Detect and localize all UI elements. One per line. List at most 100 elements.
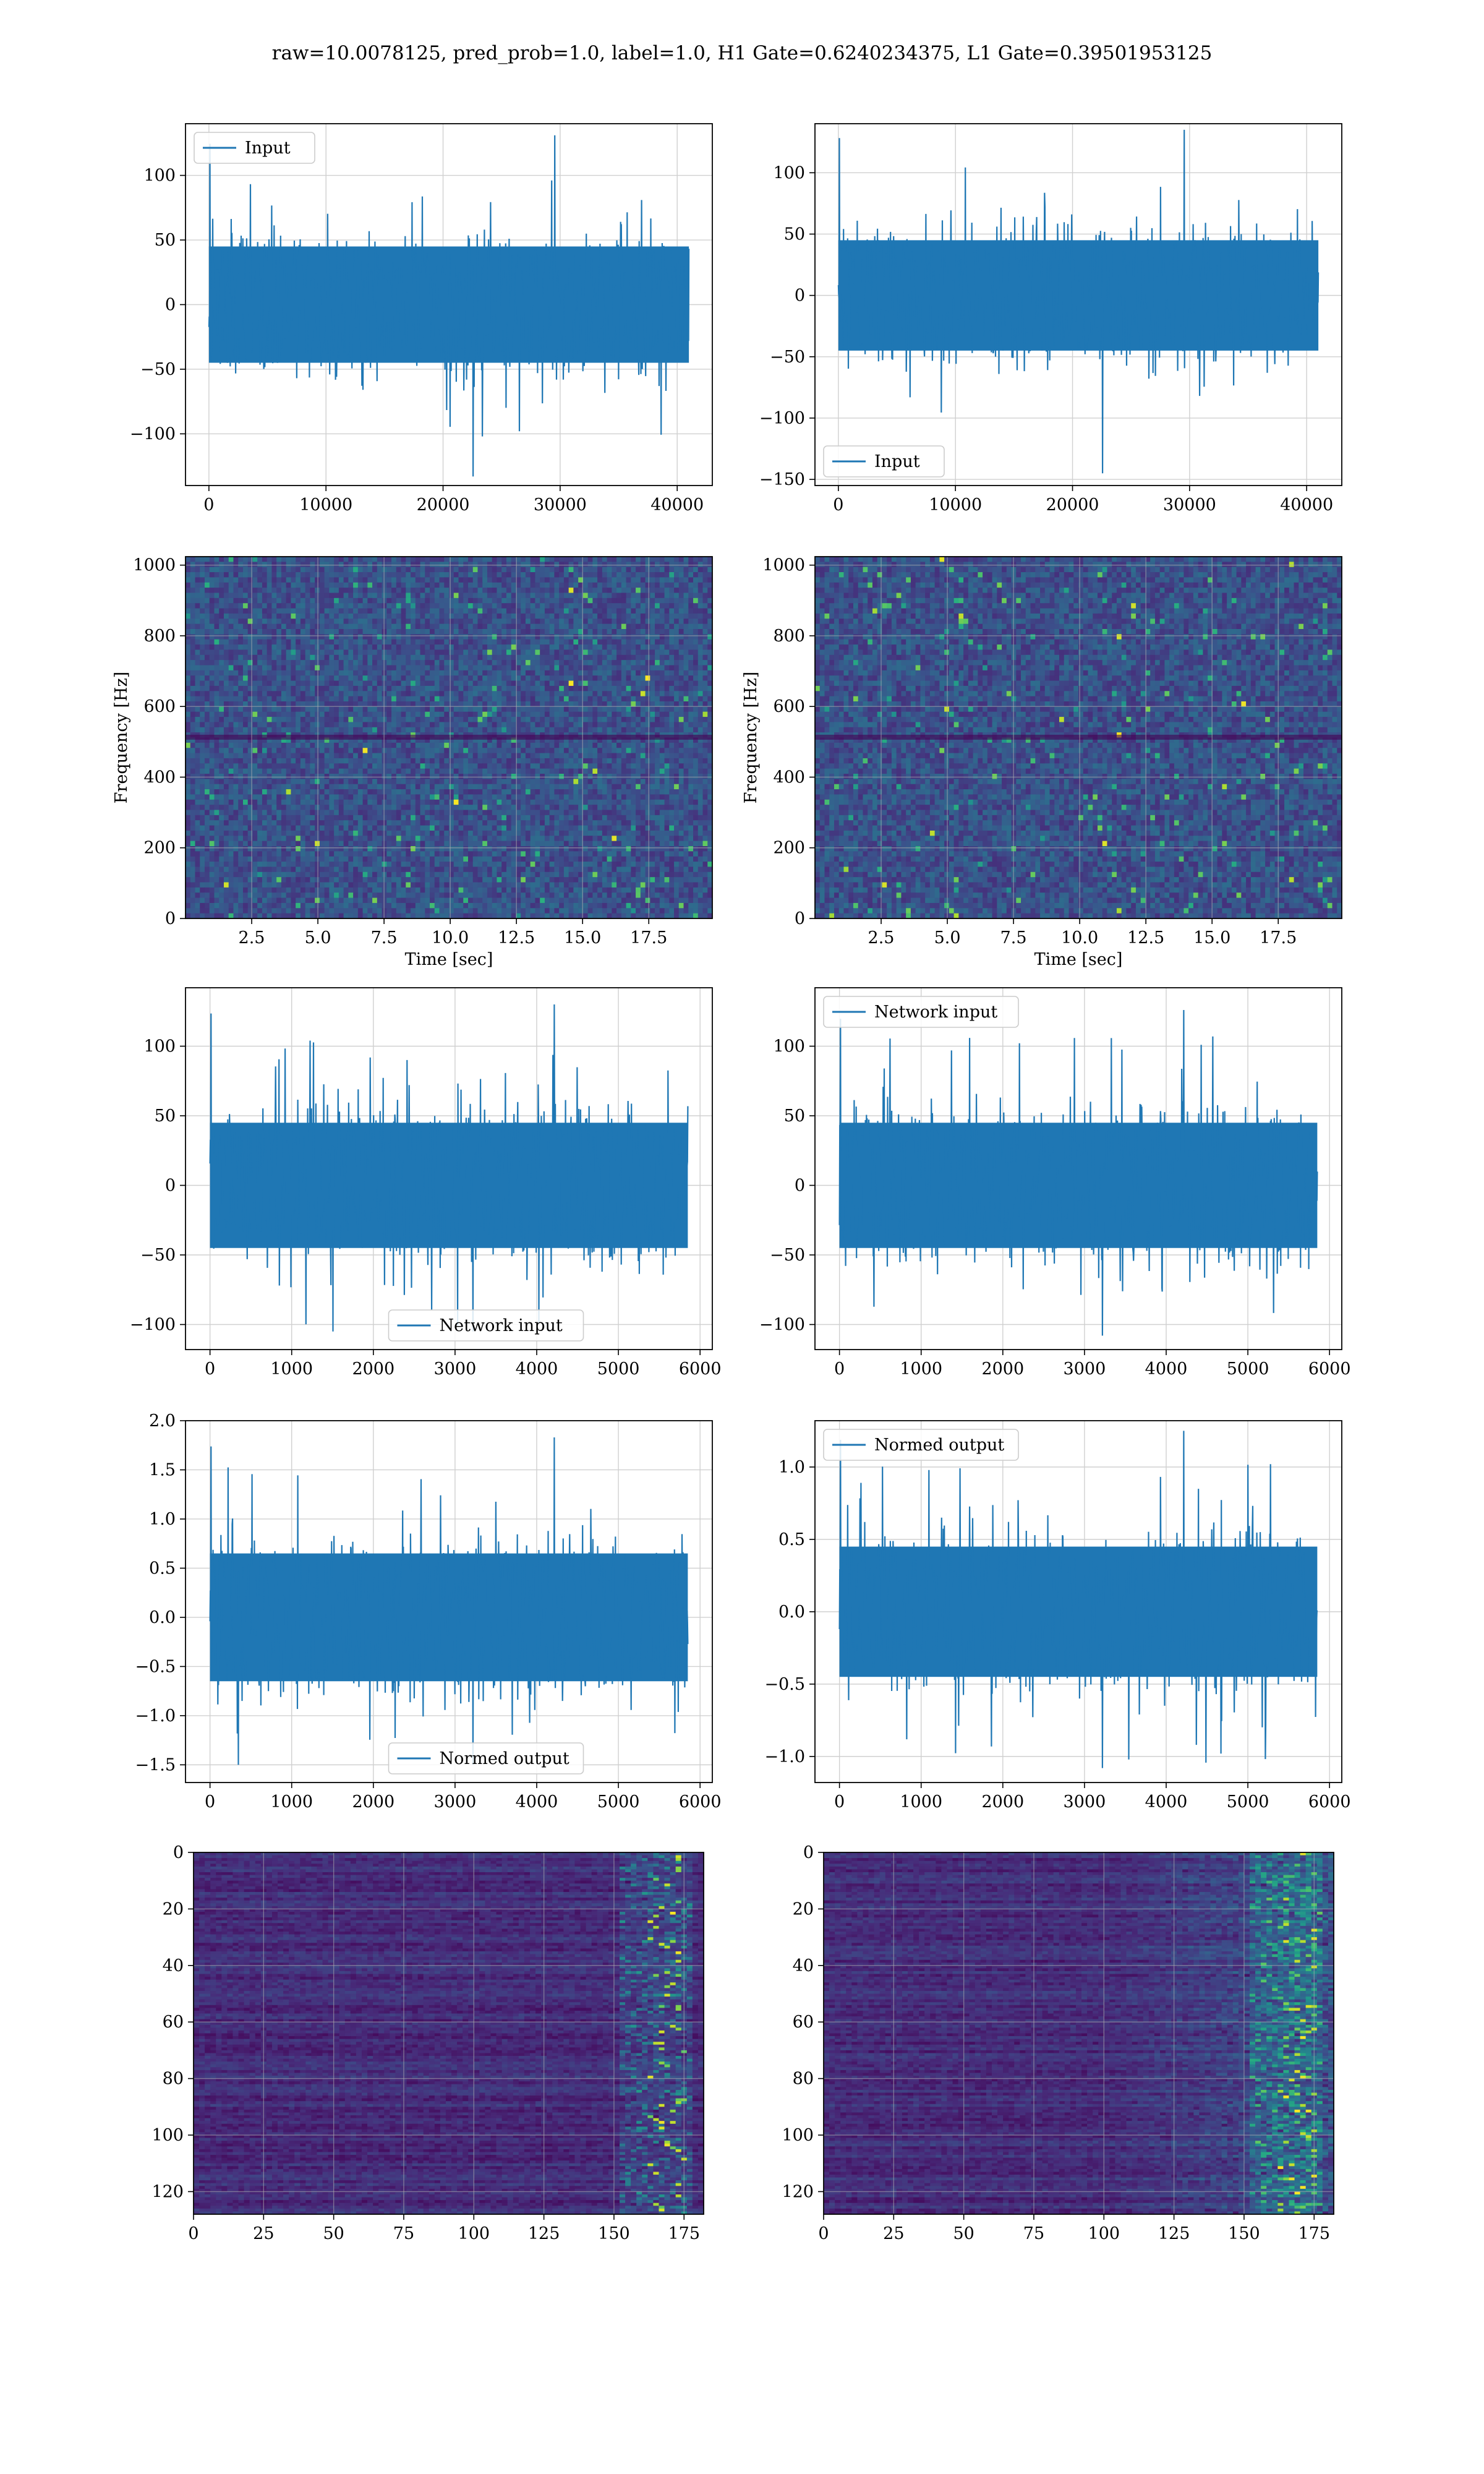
spectrogram-cell — [444, 680, 450, 687]
spectrogram-cell — [492, 758, 498, 764]
figure-title: raw=10.0078125, pred_prob=1.0, label=1.0… — [0, 42, 1484, 64]
spectrogram-cell — [406, 613, 411, 619]
spectrogram-cell — [276, 629, 282, 635]
spectrogram-cell — [697, 654, 704, 661]
spectrogram-cell — [324, 779, 330, 785]
spectrogram-cell — [291, 593, 296, 599]
spectrogram-cell — [549, 597, 555, 604]
spectrogram-cell — [276, 603, 282, 609]
spectrogram-cell — [271, 753, 277, 759]
spectrogram-cell — [592, 717, 598, 723]
spectrogram-cell — [200, 706, 205, 713]
spectrogram-cell — [463, 654, 469, 661]
spectrogram-cell — [228, 784, 234, 790]
spectrogram-cell — [425, 639, 430, 645]
spectrogram-cell — [683, 634, 689, 640]
spectrogram-cell — [612, 737, 617, 743]
spectrogram-cell — [592, 711, 598, 717]
spectrogram-cell — [697, 618, 704, 625]
spectrogram-cell — [453, 758, 459, 764]
spectrogram-cell — [602, 685, 608, 691]
spectrogram-cell — [707, 753, 712, 759]
spectrogram-cell — [678, 660, 684, 666]
spectrogram-cell — [242, 727, 249, 733]
spectrogram-cell — [357, 717, 364, 723]
spectrogram-cell — [501, 654, 507, 661]
spectrogram-cell — [396, 639, 402, 645]
spectrogram-cell — [506, 582, 512, 588]
spectrogram-cell — [434, 634, 440, 640]
spectrogram-cell — [434, 691, 440, 697]
spectrogram-cell — [616, 582, 622, 588]
spectrogram-cell — [209, 727, 215, 733]
spectrogram-cell — [563, 779, 569, 785]
spectrogram-cell — [568, 593, 574, 599]
spectrogram-cell — [357, 654, 364, 661]
spectrogram-cell — [190, 711, 196, 717]
spectrogram-cell — [420, 685, 425, 691]
spectrogram-cell — [214, 603, 220, 609]
spectrogram-cell — [357, 597, 364, 604]
spectrogram-cell — [506, 577, 512, 583]
spectrogram-cell — [568, 567, 574, 573]
spectrogram-cell — [521, 649, 526, 656]
spectrogram-cell — [401, 779, 406, 785]
spectrogram-cell — [377, 685, 383, 691]
spectrogram-cell — [477, 784, 483, 790]
spectrogram-cell — [195, 748, 200, 754]
spectrogram-cell — [434, 572, 440, 578]
spectrogram-cell — [563, 742, 569, 748]
spectrogram-cell — [659, 603, 665, 609]
spectrogram-cell — [506, 567, 512, 573]
spectrogram-cell — [186, 634, 191, 640]
spectrogram-cell — [338, 634, 344, 640]
spectrogram-cell — [319, 680, 325, 687]
spectrogram-cell — [296, 737, 301, 743]
spectrogram-cell — [420, 717, 425, 723]
spectrogram-cell — [315, 623, 320, 630]
spectrogram-cell — [391, 654, 397, 661]
spectrogram-cell — [228, 603, 234, 609]
spectrogram-cell — [406, 784, 411, 790]
spectrogram-cell — [540, 706, 545, 713]
spectrogram-cell — [267, 696, 273, 702]
spectrogram-cell — [554, 758, 560, 764]
spectrogram-cell — [669, 680, 675, 687]
spectrogram-cell — [636, 737, 641, 743]
spectrogram-cell — [521, 758, 526, 764]
spectrogram-cell — [559, 722, 565, 728]
spectrogram-cell — [477, 779, 483, 785]
spectrogram-cell — [319, 603, 325, 609]
spectrogram-cell — [281, 654, 287, 661]
spectrogram-cell — [209, 675, 215, 682]
spectrogram-cell — [592, 562, 598, 568]
spectrogram-cell — [242, 685, 249, 691]
spectrogram-cell — [353, 763, 359, 769]
spectrogram-cell — [242, 557, 249, 562]
spectrogram-cell — [497, 644, 502, 651]
spectrogram-cell — [530, 629, 536, 635]
spectrogram-cell — [315, 717, 320, 723]
spectrogram-cell — [310, 618, 315, 625]
spectrogram-cell — [449, 639, 454, 645]
spectrogram-cell — [626, 629, 631, 635]
spectrogram-cell — [697, 763, 704, 769]
spectrogram-cell — [597, 727, 603, 733]
spectrogram-cell — [674, 768, 680, 774]
spectrogram-cell — [669, 567, 675, 573]
spectrogram-cell — [334, 634, 339, 640]
spectrogram-cell — [506, 557, 512, 562]
spectrogram-cell — [401, 706, 406, 713]
spectrogram-cell — [233, 763, 239, 769]
spectrogram-cell — [319, 629, 325, 635]
spectrogram-cell — [568, 748, 574, 754]
spectrogram-cell — [434, 779, 440, 785]
spectrogram-cell — [554, 753, 560, 759]
spectrogram-cell — [343, 727, 349, 733]
spectrogram-cell — [626, 654, 631, 661]
spectrogram-cell — [678, 644, 684, 651]
spectrogram-cell — [521, 768, 526, 774]
spectrogram-cell — [674, 660, 680, 666]
spectrogram-cell — [310, 696, 315, 702]
spectrogram-cell — [257, 737, 263, 743]
